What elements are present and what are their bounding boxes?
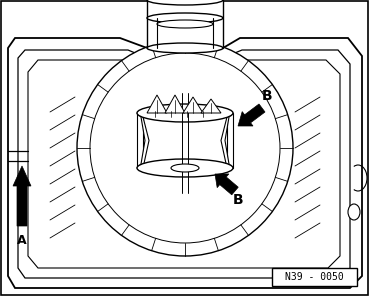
Text: B: B — [262, 89, 272, 103]
Ellipse shape — [147, 43, 223, 53]
Polygon shape — [13, 166, 31, 226]
Ellipse shape — [348, 204, 360, 220]
Ellipse shape — [137, 104, 233, 122]
Polygon shape — [8, 38, 362, 288]
Polygon shape — [221, 113, 233, 168]
Circle shape — [90, 53, 280, 243]
Ellipse shape — [147, 13, 223, 23]
Ellipse shape — [147, 0, 223, 5]
Polygon shape — [215, 174, 238, 195]
Circle shape — [77, 40, 293, 256]
Polygon shape — [201, 99, 221, 113]
Text: A: A — [17, 234, 27, 247]
Text: N39 - 0050: N39 - 0050 — [285, 272, 344, 282]
Polygon shape — [165, 95, 185, 113]
Ellipse shape — [171, 164, 199, 172]
Circle shape — [103, 66, 267, 230]
Polygon shape — [238, 104, 265, 126]
Polygon shape — [137, 113, 143, 168]
Ellipse shape — [157, 20, 213, 28]
Polygon shape — [147, 95, 167, 113]
Text: B: B — [233, 193, 243, 207]
Polygon shape — [183, 97, 203, 113]
Bar — [272, 268, 357, 286]
Polygon shape — [137, 113, 149, 168]
Polygon shape — [147, 0, 223, 48]
Polygon shape — [227, 113, 233, 168]
Ellipse shape — [137, 159, 233, 177]
